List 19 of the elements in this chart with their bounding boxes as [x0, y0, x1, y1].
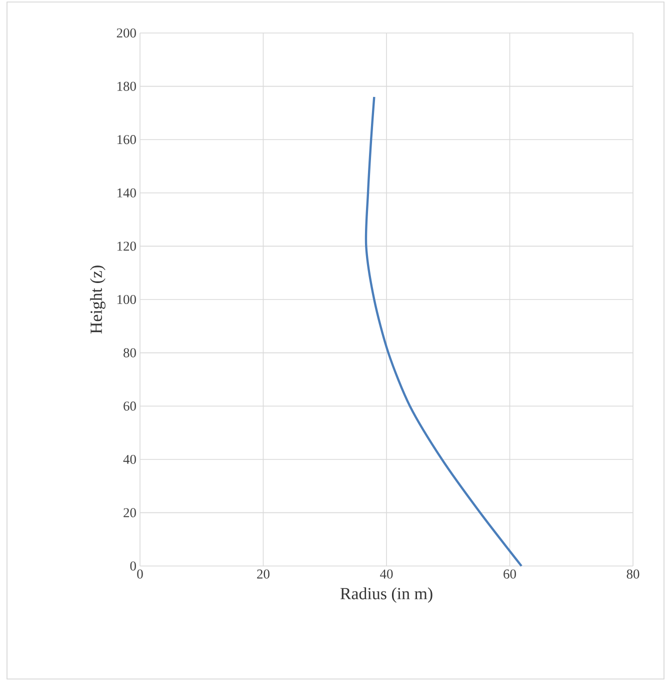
x-tick-label: 60	[504, 570, 516, 579]
x-axis-title: Radius (in m)	[340, 587, 432, 603]
x-tick-label: 80	[626, 570, 640, 579]
y-tick-label: 160	[117, 135, 136, 144]
y-tick-label: 180	[117, 82, 136, 91]
y-tick-label: 60	[124, 402, 136, 411]
y-tick-label: 80	[124, 348, 136, 358]
y-axis-title: Height (z)	[90, 266, 106, 334]
y-tick-label: 0	[130, 561, 136, 571]
x-tick-label: 0	[137, 570, 143, 579]
x-tick-label: 40	[380, 570, 393, 579]
y-tick-label: 100	[117, 294, 136, 304]
x-tick-label: 20	[257, 570, 270, 579]
y-tick-label: 140	[117, 188, 136, 198]
y-tick-label: 20	[124, 508, 136, 518]
y-tick-label: 200	[116, 28, 136, 38]
y-tick-label: 40	[123, 454, 136, 464]
y-tick-label: 120	[117, 242, 136, 251]
line-series	[364, 96, 523, 568]
